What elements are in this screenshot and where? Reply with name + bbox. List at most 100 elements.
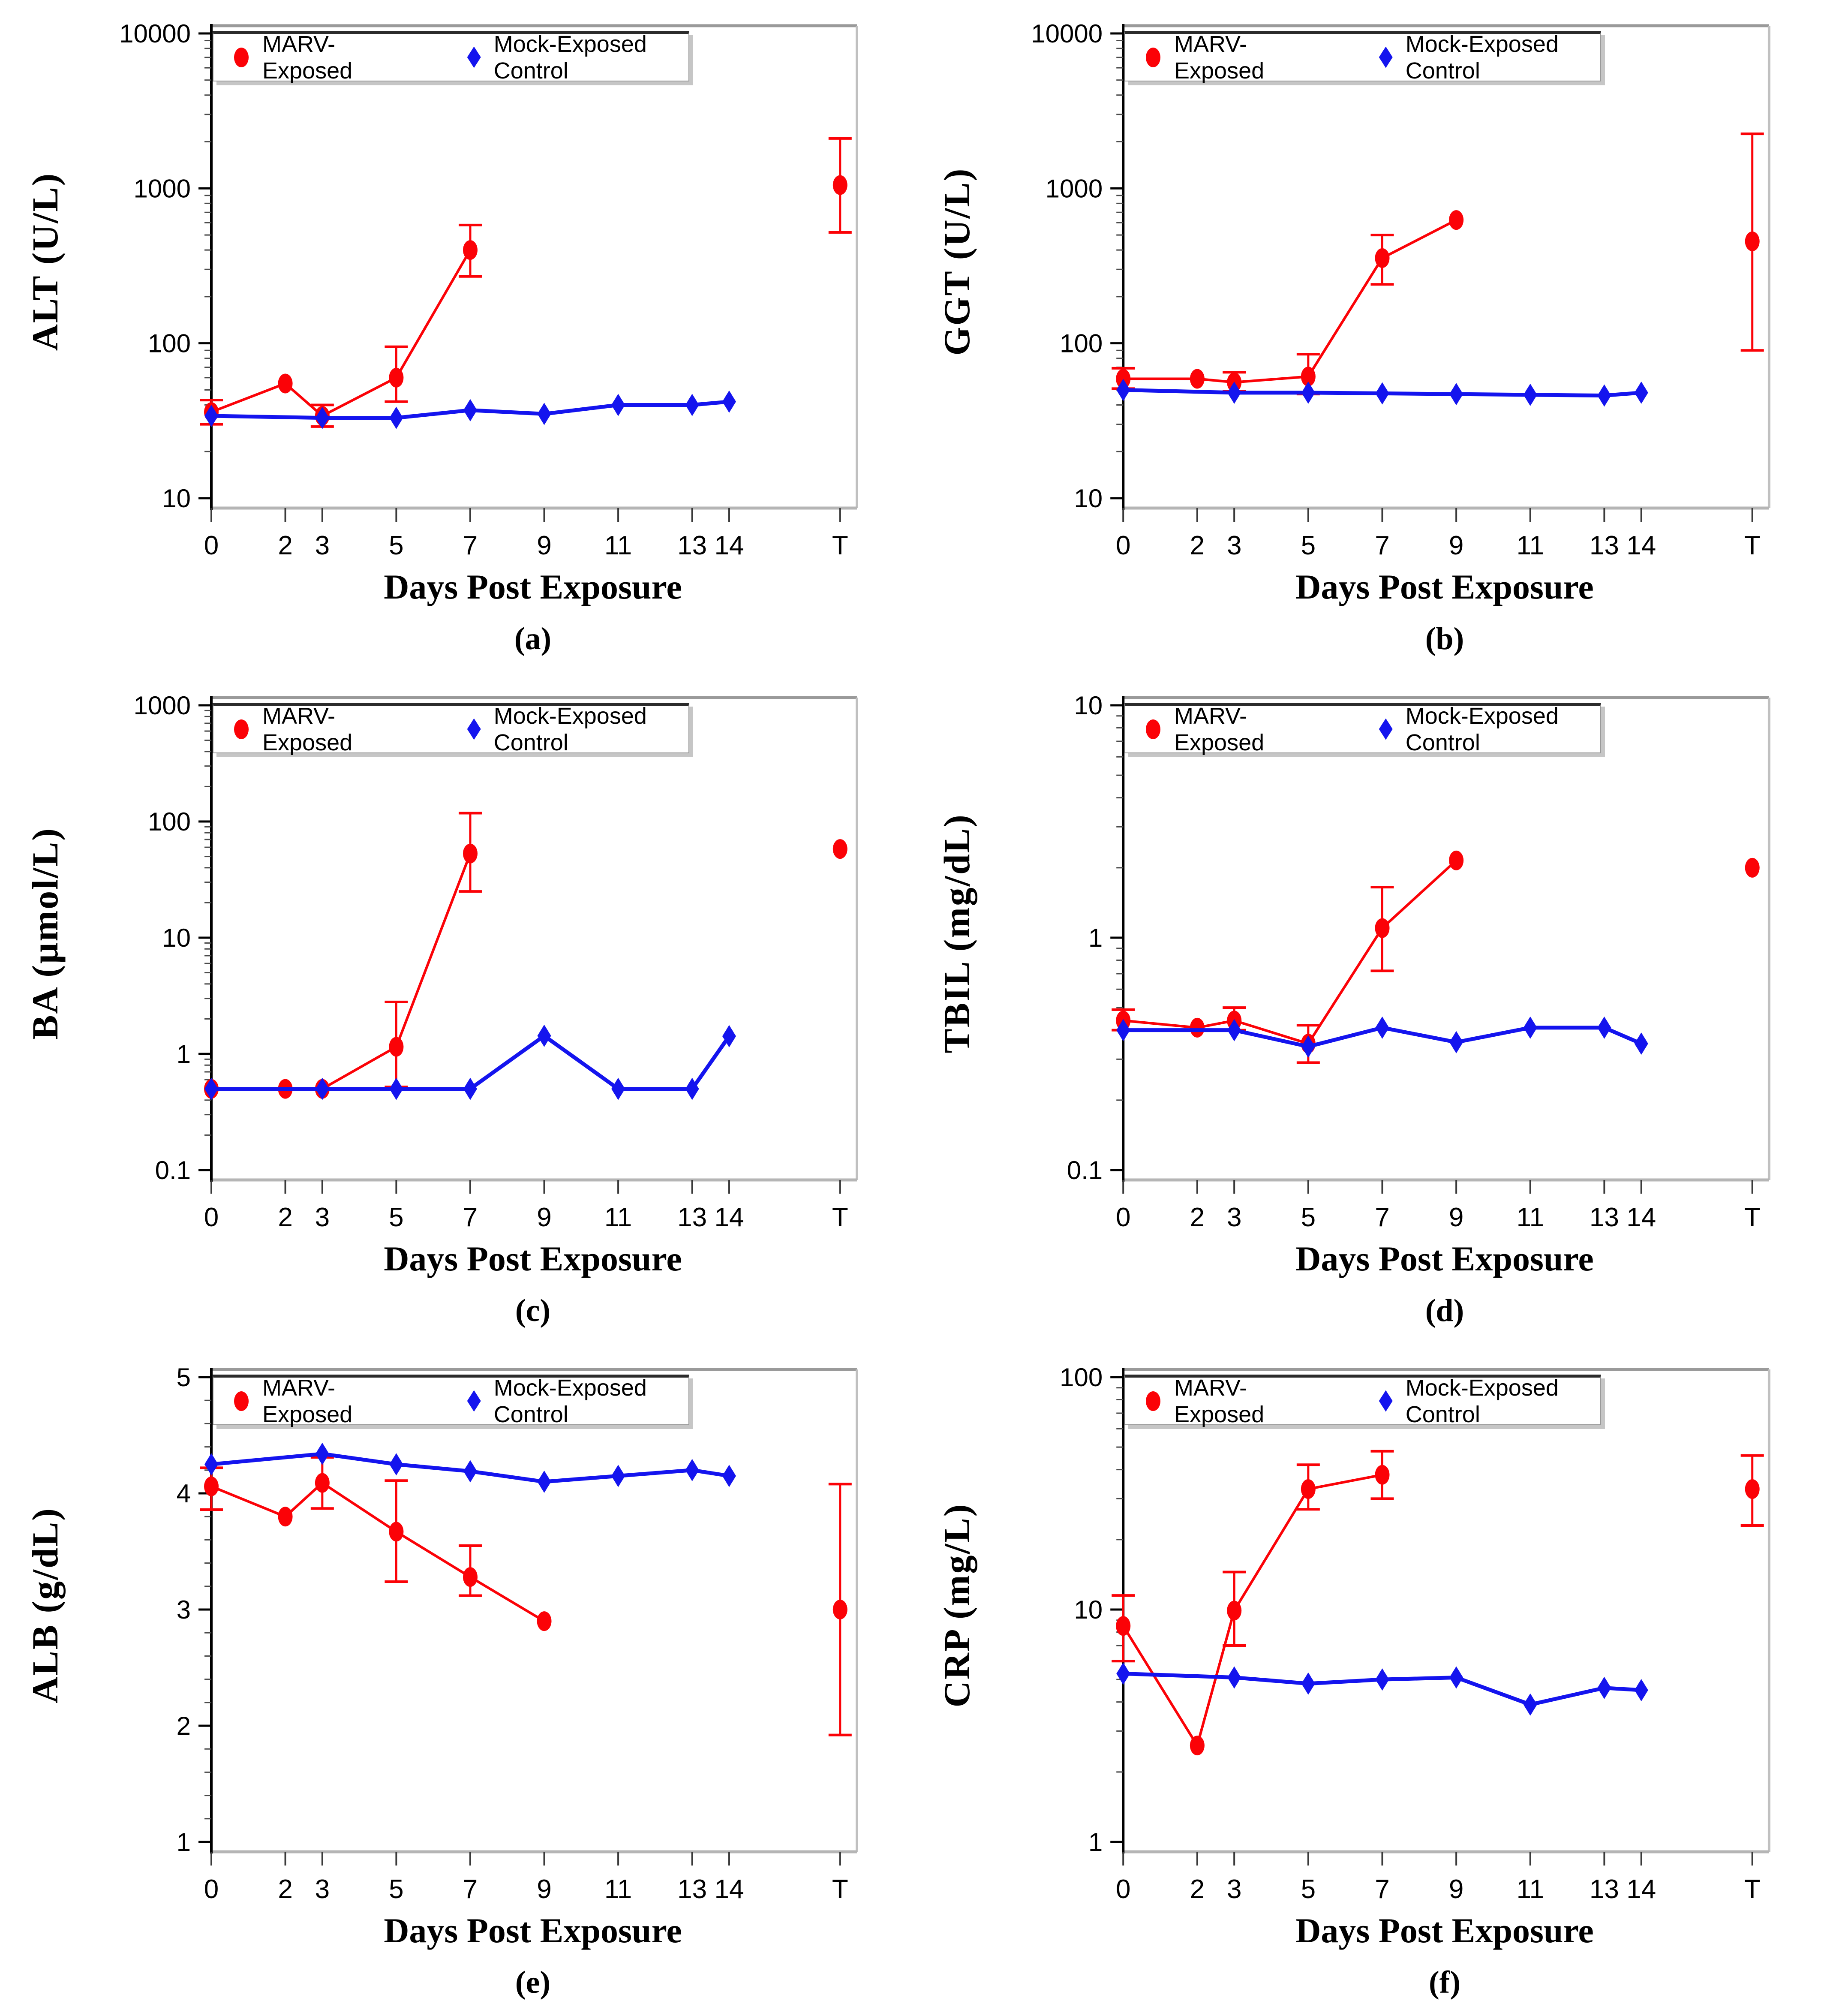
svg-text:0: 0 [204,1875,219,1904]
legend: MARV-Exposed Mock-Exposed Control [1124,1375,1601,1428]
svg-text:9: 9 [537,1875,551,1904]
svg-text:0.1: 0.1 [155,1156,191,1185]
red-circle-icon [1146,1391,1160,1411]
svg-text:2: 2 [278,1203,292,1232]
ba-line-chart: 0.1 1 10 100 1000 0 2 3 5 7 9 11 13 14 T [134,691,858,1232]
svg-text:10: 10 [162,924,191,952]
red-circle-icon [1146,47,1160,67]
svg-text:7: 7 [463,1203,478,1232]
svg-text:7: 7 [463,1875,478,1904]
svg-text:13: 13 [1590,1203,1619,1232]
svg-text:13: 13 [1590,1875,1619,1904]
svg-text:10: 10 [1074,691,1103,720]
svg-text:0: 0 [1116,1875,1130,1904]
svg-text:2: 2 [1190,1875,1205,1904]
svg-text:9: 9 [1449,531,1463,560]
legend: MARV-Exposed Mock-Exposed Control [213,703,689,756]
y-axis-title: ALT (U/L) [24,172,66,351]
svg-text:1000: 1000 [134,174,191,203]
ggt-line-chart: 10 100 1000 10000 0 2 3 5 7 9 11 13 14 T [1031,19,1770,560]
panel-letter: (b) [1425,621,1464,656]
svg-text:14: 14 [1626,1875,1656,1904]
svg-text:100: 100 [148,807,191,836]
svg-text:3: 3 [315,531,330,560]
panel-b: 10 100 1000 10000 0 2 3 5 7 9 11 13 14 T GGT (U/L) MA… [912,0,1824,672]
svg-text:7: 7 [1375,1875,1389,1904]
legend-label: MARV-Exposed [262,703,353,755]
svg-text:11: 11 [1517,1875,1544,1904]
blue-diamond-icon [1379,718,1393,740]
legend-label: MARV-Exposed [1174,1375,1265,1427]
svg-text:10: 10 [162,484,191,513]
legend-item-marv: MARV-Exposed [1146,1375,1308,1428]
svg-text:1000: 1000 [1046,174,1103,203]
svg-text:7: 7 [1375,531,1389,560]
legend-item-marv: MARV-Exposed [234,1375,397,1428]
x-axis-title: Days Post Exposure [384,567,682,606]
legend-item-mock: Mock-Exposed Control [467,31,688,84]
svg-text:100: 100 [1060,1363,1103,1392]
svg-text:2: 2 [177,1712,191,1740]
panel-letter: (a) [514,621,552,656]
legend-label: Mock-Exposed Control [1405,703,1559,755]
svg-text:T: T [832,531,848,560]
svg-text:2: 2 [278,531,292,560]
legend-item-mock: Mock-Exposed Control [467,1375,688,1428]
x-axis-title: Days Post Exposure [1295,1239,1594,1278]
svg-text:5: 5 [389,531,403,560]
blue-diamond-icon [1379,1390,1393,1412]
svg-text:5: 5 [1301,1875,1316,1904]
svg-text:3: 3 [1227,531,1241,560]
svg-text:2: 2 [1190,1203,1205,1232]
legend-label: MARV-Exposed [262,31,353,84]
panel-c: 0.1 1 10 100 1000 0 2 3 5 7 9 11 13 14 T BA (µmol/L) M… [0,672,912,1344]
legend: MARV-Exposed Mock-Exposed Control [1124,31,1601,84]
panel-a: 10 100 1000 10000 0 2 3 5 7 9 11 13 14 T ALT (U/L) MA… [0,0,912,672]
legend: MARV-Exposed Mock-Exposed Control [213,1375,689,1428]
svg-text:0: 0 [1116,531,1130,560]
legend-label: Mock-Exposed Control [493,31,647,84]
svg-text:14: 14 [1626,1203,1656,1232]
svg-text:14: 14 [1626,531,1656,560]
svg-text:3: 3 [315,1203,330,1232]
legend-item-mock: Mock-Exposed Control [1379,1375,1600,1428]
svg-text:1: 1 [1088,924,1103,952]
svg-text:10000: 10000 [1031,19,1103,48]
legend-item-marv: MARV-Exposed [234,703,397,756]
svg-text:10: 10 [1074,1595,1103,1624]
svg-text:1: 1 [177,1040,191,1068]
svg-text:2: 2 [1190,531,1205,560]
legend-label: Mock-Exposed Control [1405,1375,1559,1427]
x-axis-title: Days Post Exposure [384,1239,682,1278]
svg-text:0: 0 [1116,1203,1130,1232]
red-circle-icon [234,1391,249,1411]
panel-e: 1 2 3 4 5 0 2 3 5 7 9 11 13 14 T ALB (g/dL) MARV-Expos… [0,1344,912,2016]
svg-text:13: 13 [677,1875,707,1904]
svg-text:7: 7 [463,531,478,560]
svg-text:5: 5 [389,1203,403,1232]
panel-letter: (c) [515,1293,551,1328]
svg-text:100: 100 [148,329,191,358]
y-axis-title: GGT (U/L) [936,167,977,356]
legend-item-marv: MARV-Exposed [1146,703,1308,756]
svg-text:1: 1 [177,1828,191,1857]
svg-text:11: 11 [604,531,632,560]
svg-text:11: 11 [1517,1203,1544,1232]
legend-label: Mock-Exposed Control [493,703,647,755]
legend-item-marv: MARV-Exposed [234,31,397,84]
legend-item-mock: Mock-Exposed Control [1379,703,1600,756]
svg-text:2: 2 [278,1875,292,1904]
y-axis-title: BA (µmol/L) [24,827,66,1040]
svg-text:14: 14 [714,1875,744,1904]
svg-text:5: 5 [1301,531,1316,560]
legend-label: MARV-Exposed [1174,703,1265,755]
svg-text:7: 7 [1375,1203,1389,1232]
svg-text:3: 3 [177,1595,191,1624]
svg-text:4: 4 [177,1479,191,1508]
red-circle-icon [1146,719,1160,739]
alt-line-chart: 10 100 1000 10000 0 2 3 5 7 9 11 13 14 T [119,19,858,560]
svg-text:9: 9 [537,531,551,560]
svg-text:9: 9 [1449,1875,1463,1904]
svg-text:13: 13 [677,531,707,560]
